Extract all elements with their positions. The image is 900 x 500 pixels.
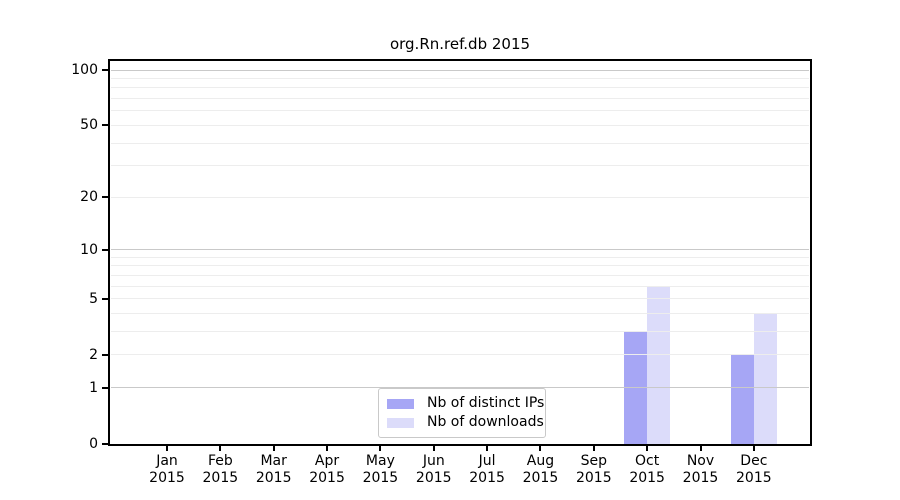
x-axis-tick xyxy=(166,446,168,451)
legend-label: Nb of distinct IPs xyxy=(427,395,545,411)
x-axis-tick xyxy=(379,446,382,451)
x-axis-tick xyxy=(592,446,595,451)
y-axis-tick xyxy=(102,196,108,199)
x-axis-tick-label: Apr 2015 xyxy=(309,453,345,486)
y-axis-tick-label: 10 xyxy=(80,241,98,258)
y-gridline-minor xyxy=(111,354,809,356)
bar-distinct-ips xyxy=(730,354,754,444)
y-gridline-minor xyxy=(111,298,809,300)
y-axis-tick-label: 0 xyxy=(89,436,98,452)
y-gridline-major xyxy=(111,249,809,251)
y-gridline-minor xyxy=(111,196,809,198)
x-axis-tick xyxy=(432,446,435,451)
x-axis-tick xyxy=(219,446,222,451)
y-axis-tick xyxy=(102,248,108,251)
x-axis-tick-label: Jan 2015 xyxy=(149,453,185,486)
y-gridline-minor xyxy=(111,331,809,333)
x-axis-tick-label: Oct 2015 xyxy=(629,453,665,486)
x-axis-tick xyxy=(752,446,755,451)
x-axis-tick xyxy=(646,446,649,451)
bar-downloads xyxy=(753,313,777,444)
y-axis-tick xyxy=(102,386,108,389)
y-gridline-minor xyxy=(111,165,809,167)
y-axis-tick-label: 50 xyxy=(80,117,98,134)
y-axis-tick-label: 100 xyxy=(71,62,98,78)
y-gridline-minor xyxy=(111,265,809,267)
chart-title: org.Rn.ref.db 2015 xyxy=(389,35,531,53)
y-axis-tick xyxy=(102,443,108,445)
y-gridline-minor xyxy=(111,142,809,144)
x-axis-tick xyxy=(539,446,542,451)
x-axis-tick-label: Jun 2015 xyxy=(415,453,452,486)
legend-swatch-distinct-ips xyxy=(387,398,414,409)
y-gridline-minor xyxy=(111,256,809,258)
y-gridline-minor xyxy=(111,124,809,126)
x-axis-tick-label: Jul 2015 xyxy=(469,453,505,486)
y-gridline-major xyxy=(111,387,809,389)
y-axis-tick-label: 1 xyxy=(89,379,98,396)
y-gridline-minor xyxy=(111,274,809,276)
x-axis-tick-label: Nov 2015 xyxy=(682,453,719,486)
x-axis-tick-label: Feb 2015 xyxy=(202,453,239,486)
y-gridline-minor xyxy=(111,313,809,315)
y-axis-tick-label: 2 xyxy=(89,346,98,363)
x-axis-tick-label: Aug 2015 xyxy=(522,453,559,486)
x-axis-tick-label: Dec 2015 xyxy=(736,453,772,486)
y-axis-tick xyxy=(102,69,108,71)
y-axis-tick xyxy=(102,124,108,127)
bar-downloads xyxy=(647,286,671,444)
y-axis-tick-label: 5 xyxy=(89,290,98,307)
y-axis-tick xyxy=(102,353,108,356)
x-axis-tick-label: Mar 2015 xyxy=(255,453,292,486)
x-axis-tick xyxy=(699,446,702,451)
x-axis-tick-label: May 2015 xyxy=(362,453,399,486)
y-gridline-minor xyxy=(111,98,809,100)
y-gridline-minor xyxy=(111,77,809,79)
legend-label: Nb of downloads xyxy=(427,414,544,430)
y-gridline-minor xyxy=(111,285,809,287)
legend-item: Nb of distinct IPs xyxy=(387,394,544,413)
y-axis-tick xyxy=(102,297,108,300)
y-gridline-minor xyxy=(111,87,809,89)
y-axis-tick-label: 20 xyxy=(80,189,98,206)
x-axis-tick xyxy=(326,446,329,451)
legend-item: Nb of downloads xyxy=(387,413,544,432)
y-gridline-minor xyxy=(111,110,809,112)
x-axis-tick xyxy=(486,446,489,451)
x-axis-tick xyxy=(272,446,275,451)
x-axis-tick-label: Sep 2015 xyxy=(575,453,612,486)
y-gridline-major xyxy=(111,69,809,71)
legend: Nb of distinct IPs Nb of downloads xyxy=(378,388,546,438)
legend-swatch-downloads xyxy=(387,417,414,428)
